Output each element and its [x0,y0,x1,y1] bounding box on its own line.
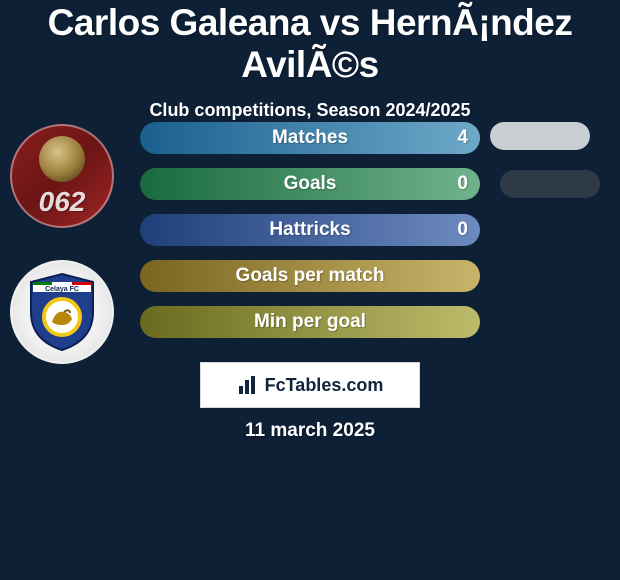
bubble-1 [490,122,590,150]
subtitle: Club competitions, Season 2024/2025 [0,100,620,121]
stat-label: Hattricks [269,219,350,241]
source-badge[interactable]: FcTables.com [200,362,420,408]
stat-label: Goals [284,173,337,195]
card-content: Carlos Galeana vs HernÃ¡ndez AvilÃ©s Clu… [0,0,620,580]
stat-rows: Matches 4 Goals 0 Hattricks 0 Goals per … [140,122,480,338]
stat-value: 0 [457,173,468,195]
page-title: Carlos Galeana vs HernÃ¡ndez AvilÃ©s [0,0,620,86]
stat-row-goals-per-match: Goals per match [140,260,480,292]
club-badge-celaya-icon: Celaya FC [27,272,97,352]
stat-label: Matches [272,127,348,149]
stat-row-min-per-goal: Min per goal [140,306,480,338]
stat-value: 0 [457,219,468,241]
stat-row-matches: Matches 4 [140,122,480,154]
club-badge-text: Celaya FC [45,286,79,293]
side-bubbles [490,122,610,198]
avatar-player-2: Celaya FC [10,260,114,364]
source-badge-text: FcTables.com [265,375,384,396]
stat-row-hattricks: Hattricks 0 [140,214,480,246]
stat-row-goals: Goals 0 [140,168,480,200]
jersey-number-text: 062 [12,186,112,218]
bubble-2 [500,170,600,198]
avatar-player-1: 062 [10,124,114,228]
stat-value: 4 [457,127,468,149]
date-text: 11 march 2025 [0,420,620,442]
avatars: 062 Celaya FC [10,124,114,364]
stat-label: Min per goal [254,311,366,333]
stat-label: Goals per match [236,265,385,287]
chart-icon [237,374,259,396]
